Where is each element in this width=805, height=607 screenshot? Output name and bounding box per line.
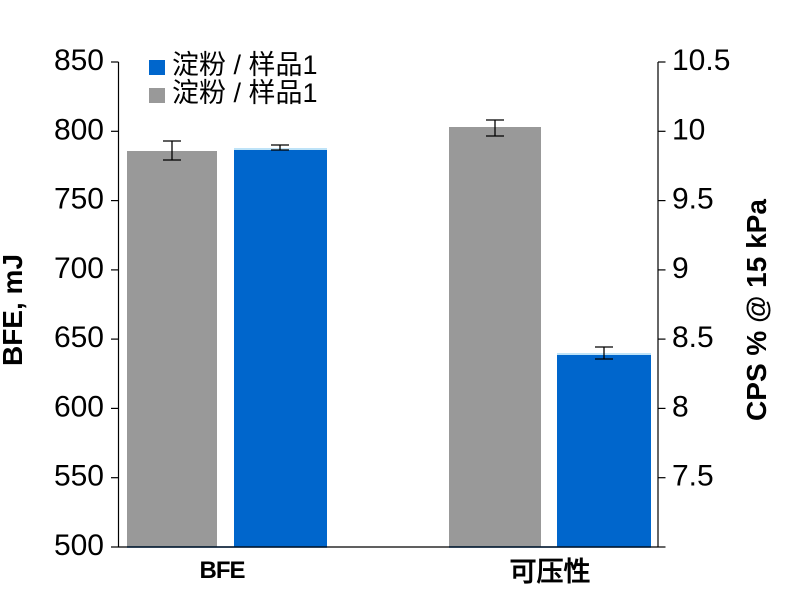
svg-text:650: 650 bbox=[54, 321, 104, 354]
svg-text:10: 10 bbox=[672, 113, 705, 146]
svg-text:8.5: 8.5 bbox=[672, 321, 714, 354]
svg-text:9: 9 bbox=[672, 252, 689, 285]
svg-text:550: 550 bbox=[54, 460, 104, 493]
svg-text:BFE: BFE bbox=[200, 557, 246, 584]
svg-text:10.5: 10.5 bbox=[672, 44, 730, 77]
svg-text:9.5: 9.5 bbox=[672, 183, 714, 216]
svg-text:8: 8 bbox=[672, 390, 689, 423]
svg-text:850: 850 bbox=[54, 44, 104, 77]
svg-text:750: 750 bbox=[54, 183, 104, 216]
svg-text:BFE, mJ: BFE, mJ bbox=[0, 254, 28, 366]
svg-text:800: 800 bbox=[54, 113, 104, 146]
svg-text:淀粉 / 样品1: 淀粉 / 样品1 bbox=[172, 50, 318, 80]
svg-text:可压性: 可压性 bbox=[510, 557, 591, 587]
svg-text:淀粉 / 样品1: 淀粉 / 样品1 bbox=[172, 78, 318, 108]
svg-text:600: 600 bbox=[54, 390, 104, 423]
svg-text:CPS % @ 15 kPa: CPS % @ 15 kPa bbox=[741, 199, 772, 421]
svg-text:7.5: 7.5 bbox=[672, 460, 714, 493]
svg-text:500: 500 bbox=[54, 529, 104, 562]
svg-text:700: 700 bbox=[54, 252, 104, 285]
